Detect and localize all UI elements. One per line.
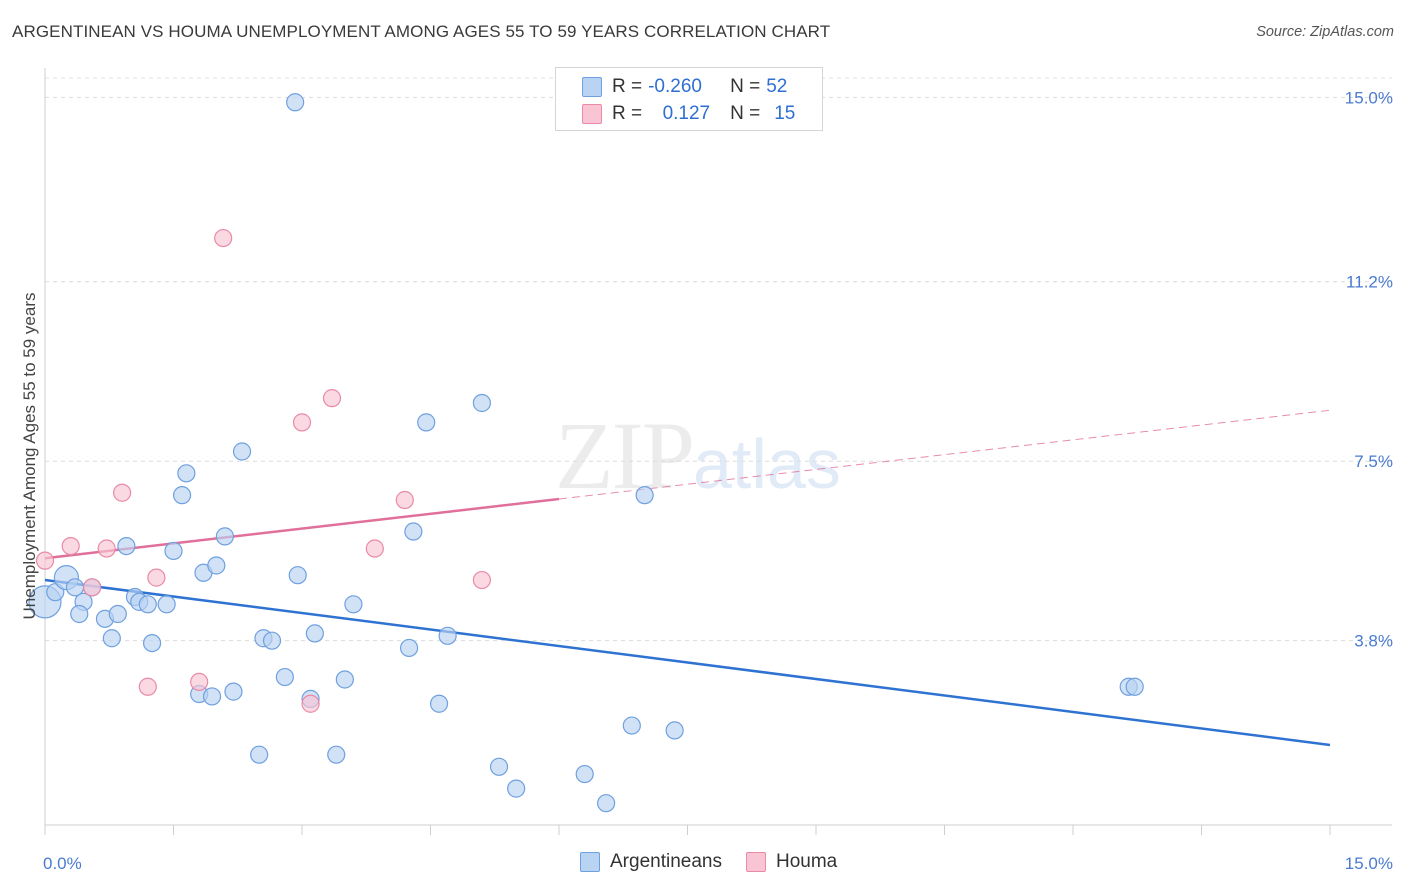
point-argentineans — [429, 694, 449, 713]
point-houma — [365, 539, 384, 558]
legend-label-argentineans: Argentineans — [610, 851, 722, 872]
point-argentineans — [404, 522, 423, 541]
point-houma — [112, 483, 132, 502]
y-tick-label: 7.5% — [1354, 452, 1393, 471]
point-argentineans — [102, 629, 121, 648]
point-argentineans — [399, 638, 419, 658]
point-houma — [214, 228, 233, 248]
point-argentineans — [215, 527, 234, 546]
point-houma — [292, 413, 312, 432]
houma-swatch-icon — [582, 104, 602, 124]
point-argentineans — [117, 536, 136, 556]
point-argentineans — [438, 626, 457, 645]
houma-legend-icon — [745, 852, 766, 872]
point-argentineans — [622, 716, 641, 735]
point-houma — [301, 694, 320, 713]
point-argentineans — [108, 604, 127, 624]
grid — [45, 77, 1392, 642]
point-houma — [322, 389, 342, 408]
point-argentineans — [157, 595, 176, 614]
point-argentineans — [665, 721, 684, 740]
trend-line-argentineans — [44, 578, 1331, 747]
houma-r-value: 0.127 — [662, 103, 711, 124]
point-argentineans — [250, 745, 269, 764]
point-argentineans — [1125, 677, 1144, 696]
point-argentineans — [507, 779, 526, 798]
x-tick-label: 0.0% — [43, 854, 82, 873]
point-argentineans — [275, 667, 294, 687]
point-argentineans — [575, 764, 594, 784]
point-argentineans — [288, 566, 307, 585]
houma-n-value: 15 — [774, 103, 796, 124]
argentineans-legend-icon — [580, 852, 600, 872]
point-houma — [35, 551, 55, 570]
point-argentineans — [335, 670, 354, 689]
axis-labels: 3.8% 7.5% 11.2% 15.0% 0.0% 15.0% Unemployment … — [20, 88, 1393, 873]
legend-row-houma: R = 0.127 N = 15 — [582, 101, 795, 127]
point-argentineans — [172, 486, 192, 505]
point-argentineans — [417, 413, 436, 432]
x-tick-label: 15.0% — [1345, 854, 1393, 873]
point-argentineans — [70, 604, 89, 624]
point-argentineans — [138, 595, 157, 614]
trend-line-extension-houma — [558, 409, 1331, 500]
y-tick-label: 3.8% — [1354, 632, 1393, 651]
point-argentineans — [286, 93, 305, 112]
point-houma — [83, 578, 102, 597]
argentineans-n-value: 52 — [766, 76, 788, 97]
point-argentineans — [207, 556, 226, 575]
point-argentineans — [262, 631, 282, 650]
point-houma — [190, 672, 209, 692]
r-label: R = — [612, 103, 643, 124]
point-argentineans — [597, 794, 616, 813]
correlation-legend: R = -0.260 N = 52 R = 0.127 N = 15 — [555, 67, 823, 131]
n-label: N = — [730, 103, 761, 124]
chart-title: ARGENTINEAN VS HOUMA UNEMPLOYMENT AMONG … — [12, 22, 831, 41]
r-label: R = — [612, 76, 643, 97]
legend-row-argentineans: R = -0.260 N = 52 — [582, 74, 787, 100]
point-houma — [138, 677, 157, 696]
point-argentineans — [344, 595, 363, 614]
argentineans-r-value: -0.260 — [648, 76, 702, 97]
point-houma — [97, 539, 116, 558]
y-tick-label: 15.0% — [1345, 88, 1393, 107]
data-points — [28, 93, 1144, 813]
point-argentineans — [142, 634, 162, 653]
argentineans-swatch-icon — [582, 77, 602, 97]
legend-label-houma: Houma — [775, 851, 838, 872]
series-legend: Argentineans Houma — [580, 851, 861, 873]
y-tick-label: 11.2% — [1346, 273, 1393, 292]
axes — [44, 68, 1392, 835]
point-argentineans — [472, 393, 491, 413]
point-argentineans — [177, 464, 196, 483]
point-houma — [395, 490, 414, 510]
point-houma — [472, 570, 491, 590]
watermark-atlas: atlas — [693, 425, 841, 503]
point-argentineans — [635, 486, 654, 505]
source-label: Source: ZipAtlas.com — [1256, 24, 1394, 40]
point-argentineans — [202, 687, 222, 706]
point-argentineans — [489, 757, 509, 776]
point-argentineans — [224, 682, 243, 701]
point-argentineans — [164, 541, 183, 561]
point-argentineans — [327, 745, 346, 764]
point-houma — [61, 536, 80, 556]
n-label: N = — [730, 76, 761, 97]
point-argentineans — [305, 624, 324, 643]
legend-item-argentineans: Argentineans — [580, 851, 722, 873]
y-axis-label: Unemployment Among Ages 55 to 59 years — [20, 293, 39, 620]
point-houma — [147, 568, 166, 587]
point-argentineans — [232, 442, 252, 461]
legend-item-houma: Houma — [745, 851, 838, 873]
